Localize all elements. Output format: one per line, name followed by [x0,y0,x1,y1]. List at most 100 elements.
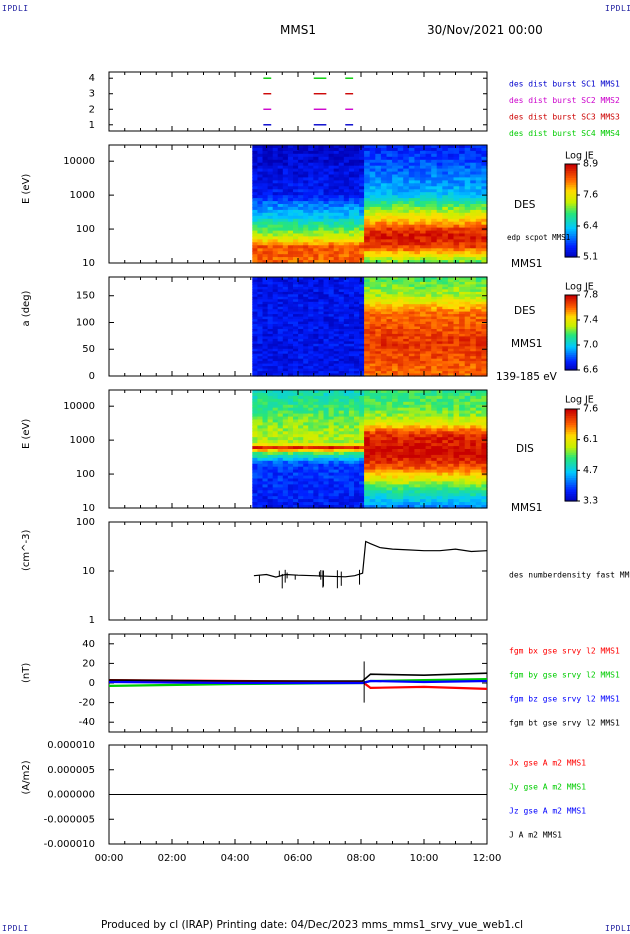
des-pitch-panel-cell [277,309,284,313]
des-energy-panel-cell [459,171,466,176]
des-pitch-panel-cell [272,348,279,352]
des-pitch-panel-cell [323,309,330,313]
des-pitch-panel-cell [277,341,284,345]
des-pitch-panel-cell [354,371,360,375]
des-pitch-panel-cell [298,299,304,303]
des-energy-panel-cell [252,186,258,190]
des-pitch-panel-cell [308,304,314,308]
des-pitch-panel-cell [392,286,399,290]
des-pitch-panel-cell [348,309,355,313]
des-energy-panel-cell [380,251,388,255]
des-pitch-panel-cell [272,296,279,300]
dis-energy-panel-cell [375,422,382,426]
des-pitch-panel-cell [272,311,279,315]
des-energy-panel-cell [403,147,410,152]
des-energy-panel-cell [431,147,438,152]
dis-energy-panel-cell [318,404,325,409]
des-pitch-panel-cell [436,309,443,313]
dis-energy-panel-cell [338,493,345,497]
des-energy-panel-cell [252,147,258,152]
des-pitch-panel-cell [318,373,325,377]
des-pitch-panel-cell [397,353,404,357]
dis-energy-panel-cell [338,437,345,441]
des-pitch-panel-cell [475,351,482,355]
des-energy-panel-cell [431,227,438,232]
des-pitch-panel-cell [323,341,330,345]
des-energy-panel-cell [375,162,382,167]
des-energy-panel-cell [475,162,482,167]
dis-energy-panel-cell [425,392,432,397]
des-pitch-panel-cell [257,289,264,293]
des-pitch-panel-cell [414,289,421,293]
dis-energy-panel-cell [287,422,294,426]
des-energy-panel-cell [359,195,365,199]
des-energy-panel-cell [303,221,309,226]
des-pitch-panel-cell [338,336,345,340]
des-pitch-panel-cell [303,299,309,303]
dis-energy-panel-cell [318,401,325,406]
des-pitch-panel-cell [380,321,388,325]
dis-energy-panel-cell [328,502,335,506]
des-energy-panel-cell [277,183,284,187]
des-energy-panel-cell [313,221,319,226]
des-energy-panel-cell [277,180,284,184]
des-pitch-panel-cell [257,353,264,357]
dis-energy-panel-cell [262,499,269,503]
des-pitch-panel-cell [464,289,471,293]
des-energy-panel-cell [328,159,335,164]
des-pitch-panel-cell [369,281,376,285]
dis-energy-panel-cell [380,392,388,397]
des-pitch-panel-cell [354,314,360,318]
des-pitch-panel-cell [403,333,410,337]
des-energy-panel-cell [257,147,264,152]
des-pitch-panel-cell [328,343,335,347]
des-pitch-panel-cell [459,321,466,325]
des-energy-panel-cell [348,236,355,240]
des-energy-panel-cell [282,145,289,149]
des-pitch-panel-cell [386,279,393,283]
des-pitch-panel-cell [348,358,355,362]
des-pitch-panel-cell [403,319,410,323]
des-energy-panel-cell [354,248,360,252]
des-energy-panel-colorbar-tick-label: 6.4 [583,221,598,232]
dis-energy-panel-cell [328,398,335,403]
des-pitch-panel-cell [333,304,340,308]
des-energy-panel-cell [475,215,482,220]
des-pitch-panel-cell [470,351,477,355]
des-pitch-panel-cell [481,301,488,305]
des-energy-panel-cell [364,233,371,237]
des-energy-panel-cell [475,180,482,184]
des-energy-panel-cell [348,257,355,261]
des-energy-panel-cell [403,145,410,149]
des-pitch-panel-cell [386,316,393,320]
des-energy-panel-cell [453,150,460,155]
des-pitch-panel-cell [348,296,355,300]
dis-energy-panel-cell [414,413,421,418]
des-energy-panel-cell [262,209,269,214]
des-energy-panel-cell [252,192,258,196]
des-energy-panel-cell [287,165,294,170]
des-energy-panel-cell [257,245,264,249]
des-energy-panel-cell [348,186,355,190]
des-pitch-panel-cell [277,361,284,365]
dis-energy-panel-cell [282,443,289,447]
des-pitch-panel-cell [287,284,294,288]
dis-energy-panel-cell [298,463,304,468]
dis-energy-panel-cell [354,419,360,423]
des-pitch-panel-cell [380,346,388,350]
dis-energy-panel-cell [272,437,279,441]
des-energy-panel-cell [252,180,258,184]
des-energy-panel-cell [464,145,471,149]
dis-energy-panel-cell [313,398,319,403]
des-pitch-panel-cell [287,291,294,295]
des-pitch-panel-cell [425,371,432,375]
des-pitch-panel-cell [328,311,335,315]
des-energy-panel-cell [380,147,388,152]
des-energy-panel-cell [431,183,438,187]
des-energy-panel-cell [436,198,443,202]
des-energy-panel-cell [328,209,335,214]
dis-energy-panel-cell [313,505,319,509]
dis-energy-panel-cell [313,395,319,400]
des-pitch-panel-cell [420,326,427,330]
des-pitch-panel-cell [267,306,274,310]
